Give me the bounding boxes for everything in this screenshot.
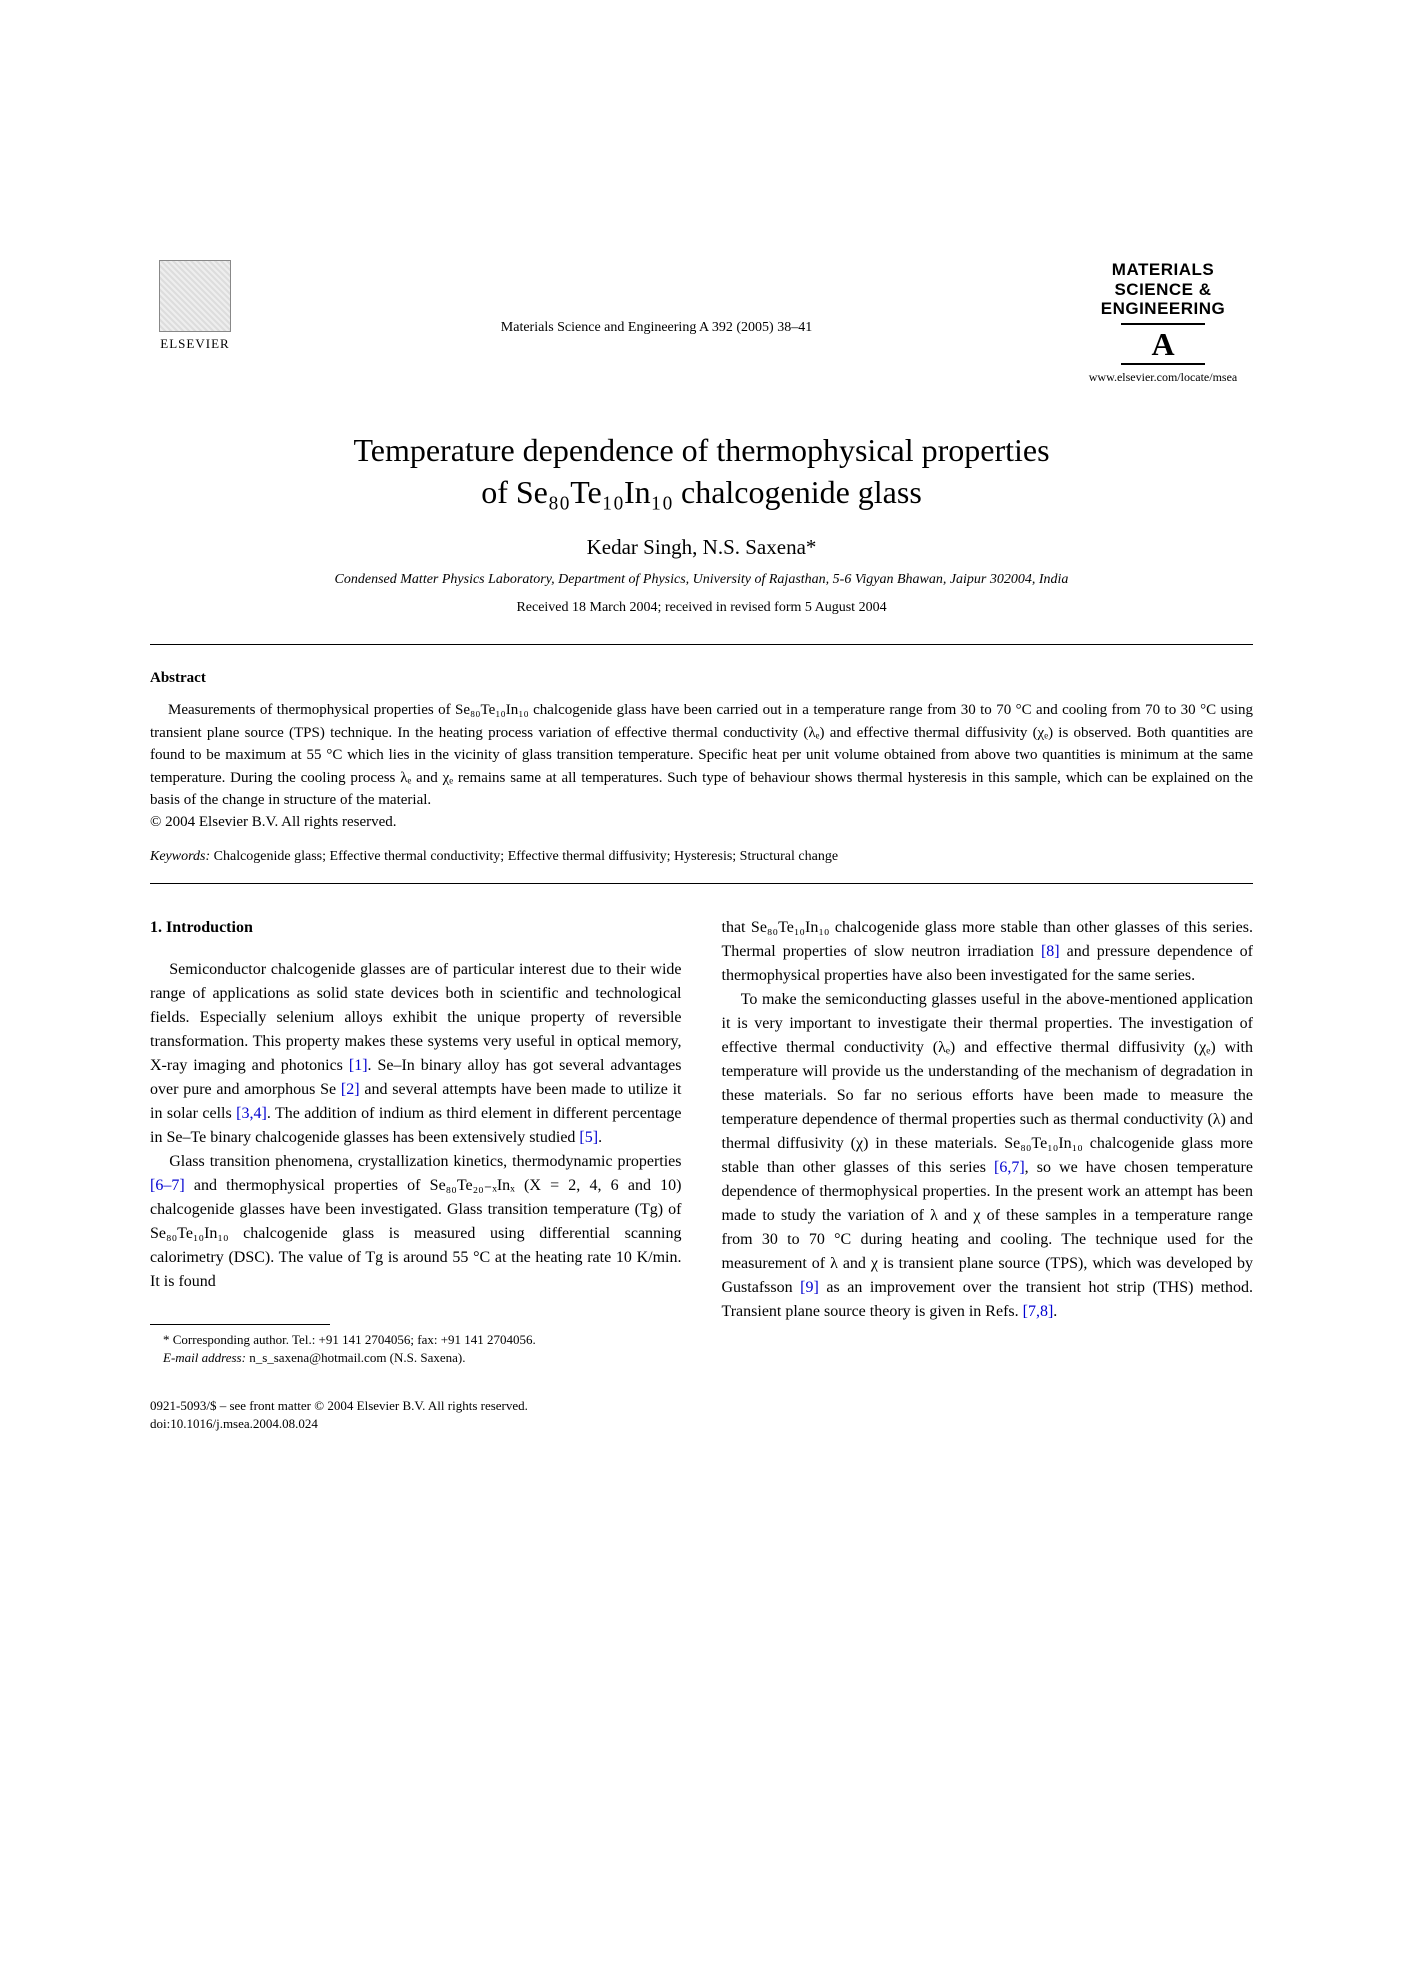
intro-para-3: To make the semiconducting glasses usefu… <box>722 988 1254 1324</box>
footnote-rule <box>150 1324 330 1325</box>
ref-7-8[interactable]: [7,8] <box>1023 1303 1054 1320</box>
ref-6-7[interactable]: [6–7] <box>150 1177 185 1194</box>
rule-top <box>150 644 1253 645</box>
keywords: Keywords: Chalcogenide glass; Effective … <box>150 849 1253 865</box>
email-label: E-mail address: <box>163 1350 246 1365</box>
section-1-heading: 1. Introduction <box>150 916 682 940</box>
abstract-heading: Abstract <box>150 670 1253 687</box>
corresponding-author: * Corresponding author. Tel.: +91 141 27… <box>150 1331 682 1349</box>
keywords-text: Chalcogenide glass; Effective thermal co… <box>210 849 838 864</box>
footnote: * Corresponding author. Tel.: +91 141 27… <box>150 1331 682 1367</box>
affiliation: Condensed Matter Physics Laboratory, Dep… <box>150 572 1253 588</box>
right-column: that Se₈₀Te₁₀In₁₀ chalcogenide glass mor… <box>722 916 1254 1367</box>
abstract-section: Abstract Measurements of thermophysical … <box>150 670 1253 831</box>
ref-1[interactable]: [1] <box>349 1057 368 1074</box>
intro-para-1: Semiconductor chalcogenide glasses are o… <box>150 958 682 1150</box>
footer-info: 0921-5093/$ – see front matter © 2004 El… <box>150 1397 1253 1433</box>
article-title: Temperature dependence of thermophysical… <box>150 430 1253 513</box>
intro-para-2-cont: that Se₈₀Te₁₀In₁₀ chalcogenide glass mor… <box>722 916 1254 988</box>
ref-3-4[interactable]: [3,4] <box>236 1105 267 1122</box>
journal-url: www.elsevier.com/locate/msea <box>1073 370 1253 385</box>
publisher-logo: ELSEVIER <box>150 260 240 352</box>
journal-title-line3: ENGINEERING <box>1073 299 1253 319</box>
rule-bottom <box>150 883 1253 884</box>
article-dates: Received 18 March 2004; received in revi… <box>150 600 1253 616</box>
publisher-name: ELSEVIER <box>160 336 229 352</box>
journal-title-box: MATERIALS SCIENCE & ENGINEERING <box>1073 260 1253 319</box>
journal-reference: Materials Science and Engineering A 392 … <box>240 320 1073 336</box>
left-column: 1. Introduction Semiconductor chalcogeni… <box>150 916 682 1367</box>
journal-title-line2: SCIENCE & <box>1073 280 1253 300</box>
front-matter-line: 0921-5093/$ – see front matter © 2004 El… <box>150 1397 1253 1415</box>
abstract-text: Measurements of thermophysical propertie… <box>150 699 1253 812</box>
journal-letter: A <box>1121 323 1204 365</box>
body-columns: 1. Introduction Semiconductor chalcogeni… <box>150 916 1253 1367</box>
title-line1: Temperature dependence of thermophysical… <box>353 432 1049 468</box>
email-line: E-mail address: n_s_saxena@hotmail.com (… <box>150 1349 682 1367</box>
journal-logo: MATERIALS SCIENCE & ENGINEERING A www.el… <box>1073 260 1253 385</box>
header-row: ELSEVIER Materials Science and Engineeri… <box>150 260 1253 385</box>
email-address: n_s_saxena@hotmail.com (N.S. Saxena). <box>246 1350 466 1365</box>
keywords-label: Keywords: <box>150 849 210 864</box>
authors: Kedar Singh, N.S. Saxena* <box>150 535 1253 560</box>
ref-2[interactable]: [2] <box>341 1081 360 1098</box>
title-line2: of Se₈₀Te₁₀In₁₀ chalcogenide glass <box>481 474 922 510</box>
ref-6-7b[interactable]: [6,7] <box>994 1159 1025 1176</box>
abstract-copyright: © 2004 Elsevier B.V. All rights reserved… <box>150 814 1253 831</box>
ref-9[interactable]: [9] <box>800 1279 819 1296</box>
ref-5[interactable]: [5] <box>579 1129 598 1146</box>
elsevier-tree-icon <box>159 260 231 332</box>
journal-title-line1: MATERIALS <box>1073 260 1253 280</box>
abstract-body: Measurements of thermophysical propertie… <box>150 699 1253 812</box>
page-container: ELSEVIER Materials Science and Engineeri… <box>0 0 1403 1513</box>
intro-para-2: Glass transition phenomena, crystallizat… <box>150 1150 682 1294</box>
doi-line: doi:10.1016/j.msea.2004.08.024 <box>150 1415 1253 1433</box>
ref-8[interactable]: [8] <box>1041 943 1060 960</box>
